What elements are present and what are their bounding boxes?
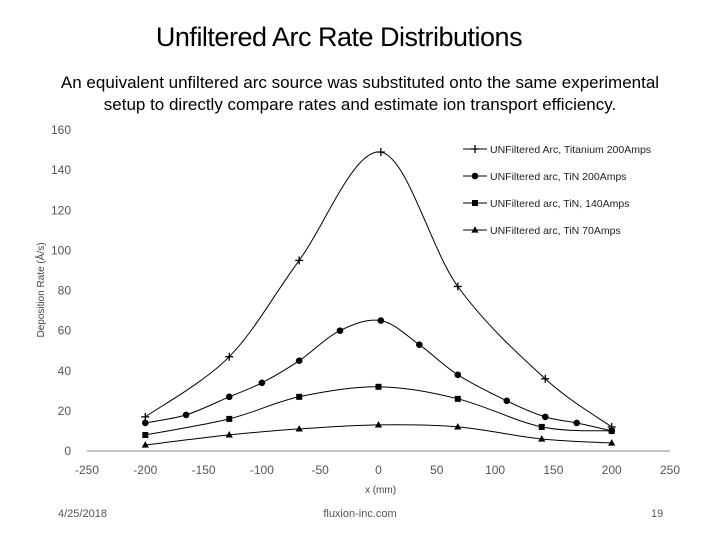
footer-site: fluxion-inc.com <box>323 508 397 520</box>
series-1 <box>141 148 616 431</box>
data-point-triangle <box>225 431 233 438</box>
x-tick-label: 250 <box>660 463 680 477</box>
x-tick-label: 150 <box>543 463 563 477</box>
x-tick-label: -250 <box>75 463 99 477</box>
y-tick-label: 140 <box>51 163 71 177</box>
data-point-triangle <box>295 425 303 432</box>
data-point-triangle <box>538 435 546 442</box>
y-tick-label: 60 <box>58 324 72 338</box>
data-point-square <box>226 415 233 422</box>
legend-label: UNFiltered arc, TiN, 140Amps <box>490 198 629 210</box>
data-point-square <box>538 423 545 430</box>
series-4 <box>141 421 616 448</box>
data-point-plus <box>453 282 462 291</box>
data-point-square <box>454 395 461 402</box>
y-tick-label: 160 <box>51 123 71 137</box>
legend-label: UNFiltered arc, TiN 200Amps <box>490 171 627 183</box>
data-point-circle <box>225 393 233 401</box>
data-point-triangle <box>454 423 462 430</box>
data-point-triangle <box>608 439 616 446</box>
slide-title: Unfiltered Arc Rate Distributions <box>155 22 523 52</box>
data-point-circle <box>573 419 581 427</box>
series-2 <box>142 317 615 435</box>
data-point-plus <box>541 374 550 383</box>
legend-marker <box>471 172 479 180</box>
x-tick-label: -50 <box>312 463 330 477</box>
data-point-circle <box>454 371 462 379</box>
footer-date: 4/25/2018 <box>58 508 107 520</box>
data-point-square <box>608 427 615 434</box>
slide-subtitle: An equivalent unfiltered arc source was … <box>20 72 700 116</box>
data-point-plus <box>225 352 234 361</box>
legend: UNFiltered Arc, Titanium 200Amps UNFilter… <box>463 144 651 237</box>
y-tick-label: 40 <box>58 364 72 378</box>
data-point-square <box>296 393 303 400</box>
legend-marker <box>471 145 479 153</box>
y-tick-label: 0 <box>64 444 71 458</box>
series-3 <box>142 383 615 438</box>
legend-label: UNFiltered Arc, Titanium 200Amps <box>490 144 651 156</box>
subtitle-line-1: An equivalent unfiltered arc source was … <box>60 73 660 92</box>
legend-marker <box>471 226 479 233</box>
x-tick-label: -200 <box>133 463 157 477</box>
x-tick-label: 200 <box>602 463 622 477</box>
data-point-triangle <box>141 441 149 448</box>
x-tick-label: 100 <box>485 463 505 477</box>
y-axis-title: Deposition Rate (Å/s) <box>34 242 47 337</box>
data-point-plus <box>376 148 385 157</box>
y-tick-label: 20 <box>58 404 72 418</box>
x-tick-label: -100 <box>250 463 274 477</box>
data-point-circle <box>295 357 303 365</box>
data-point-circle <box>416 341 423 348</box>
data-point-circle <box>142 419 149 427</box>
data-point-square <box>142 431 149 438</box>
data-point-triangle <box>374 421 383 428</box>
data-point-circle <box>377 317 385 324</box>
data-point-circle <box>258 379 266 387</box>
x-tick-label: 0 <box>375 463 382 477</box>
y-tick-label: 120 <box>51 203 71 217</box>
legend-label: UNFiltered arc, TiN 70Amps <box>490 225 621 237</box>
data-point-plus <box>141 412 150 421</box>
legend-item: UNFiltered arc, TiN 200Amps <box>463 171 627 183</box>
subtitle-line-2: setup to directly compare rates and esti… <box>103 95 617 114</box>
x-tick-label: -150 <box>192 463 216 477</box>
legend-marker <box>472 200 478 206</box>
legend-item: UNFiltered arc, TiN, 140Amps <box>463 198 629 210</box>
y-tick-label: 80 <box>58 284 72 298</box>
data-point-circle <box>541 413 549 421</box>
data-point-plus <box>295 256 304 265</box>
footer-page-number: 19 <box>651 508 664 520</box>
data-point-square <box>375 383 382 390</box>
data-point-circle <box>503 397 511 405</box>
data-point-circle <box>336 327 344 334</box>
legend-item: UNFiltered Arc, Titanium 200Amps <box>463 144 651 156</box>
data-point-circle <box>182 411 190 419</box>
y-tick-label: 100 <box>51 243 71 257</box>
x-tick-label: 50 <box>430 463 444 477</box>
x-axis-title: x (mm) <box>365 485 396 496</box>
legend-item: UNFiltered arc, TiN 70Amps <box>463 225 621 237</box>
